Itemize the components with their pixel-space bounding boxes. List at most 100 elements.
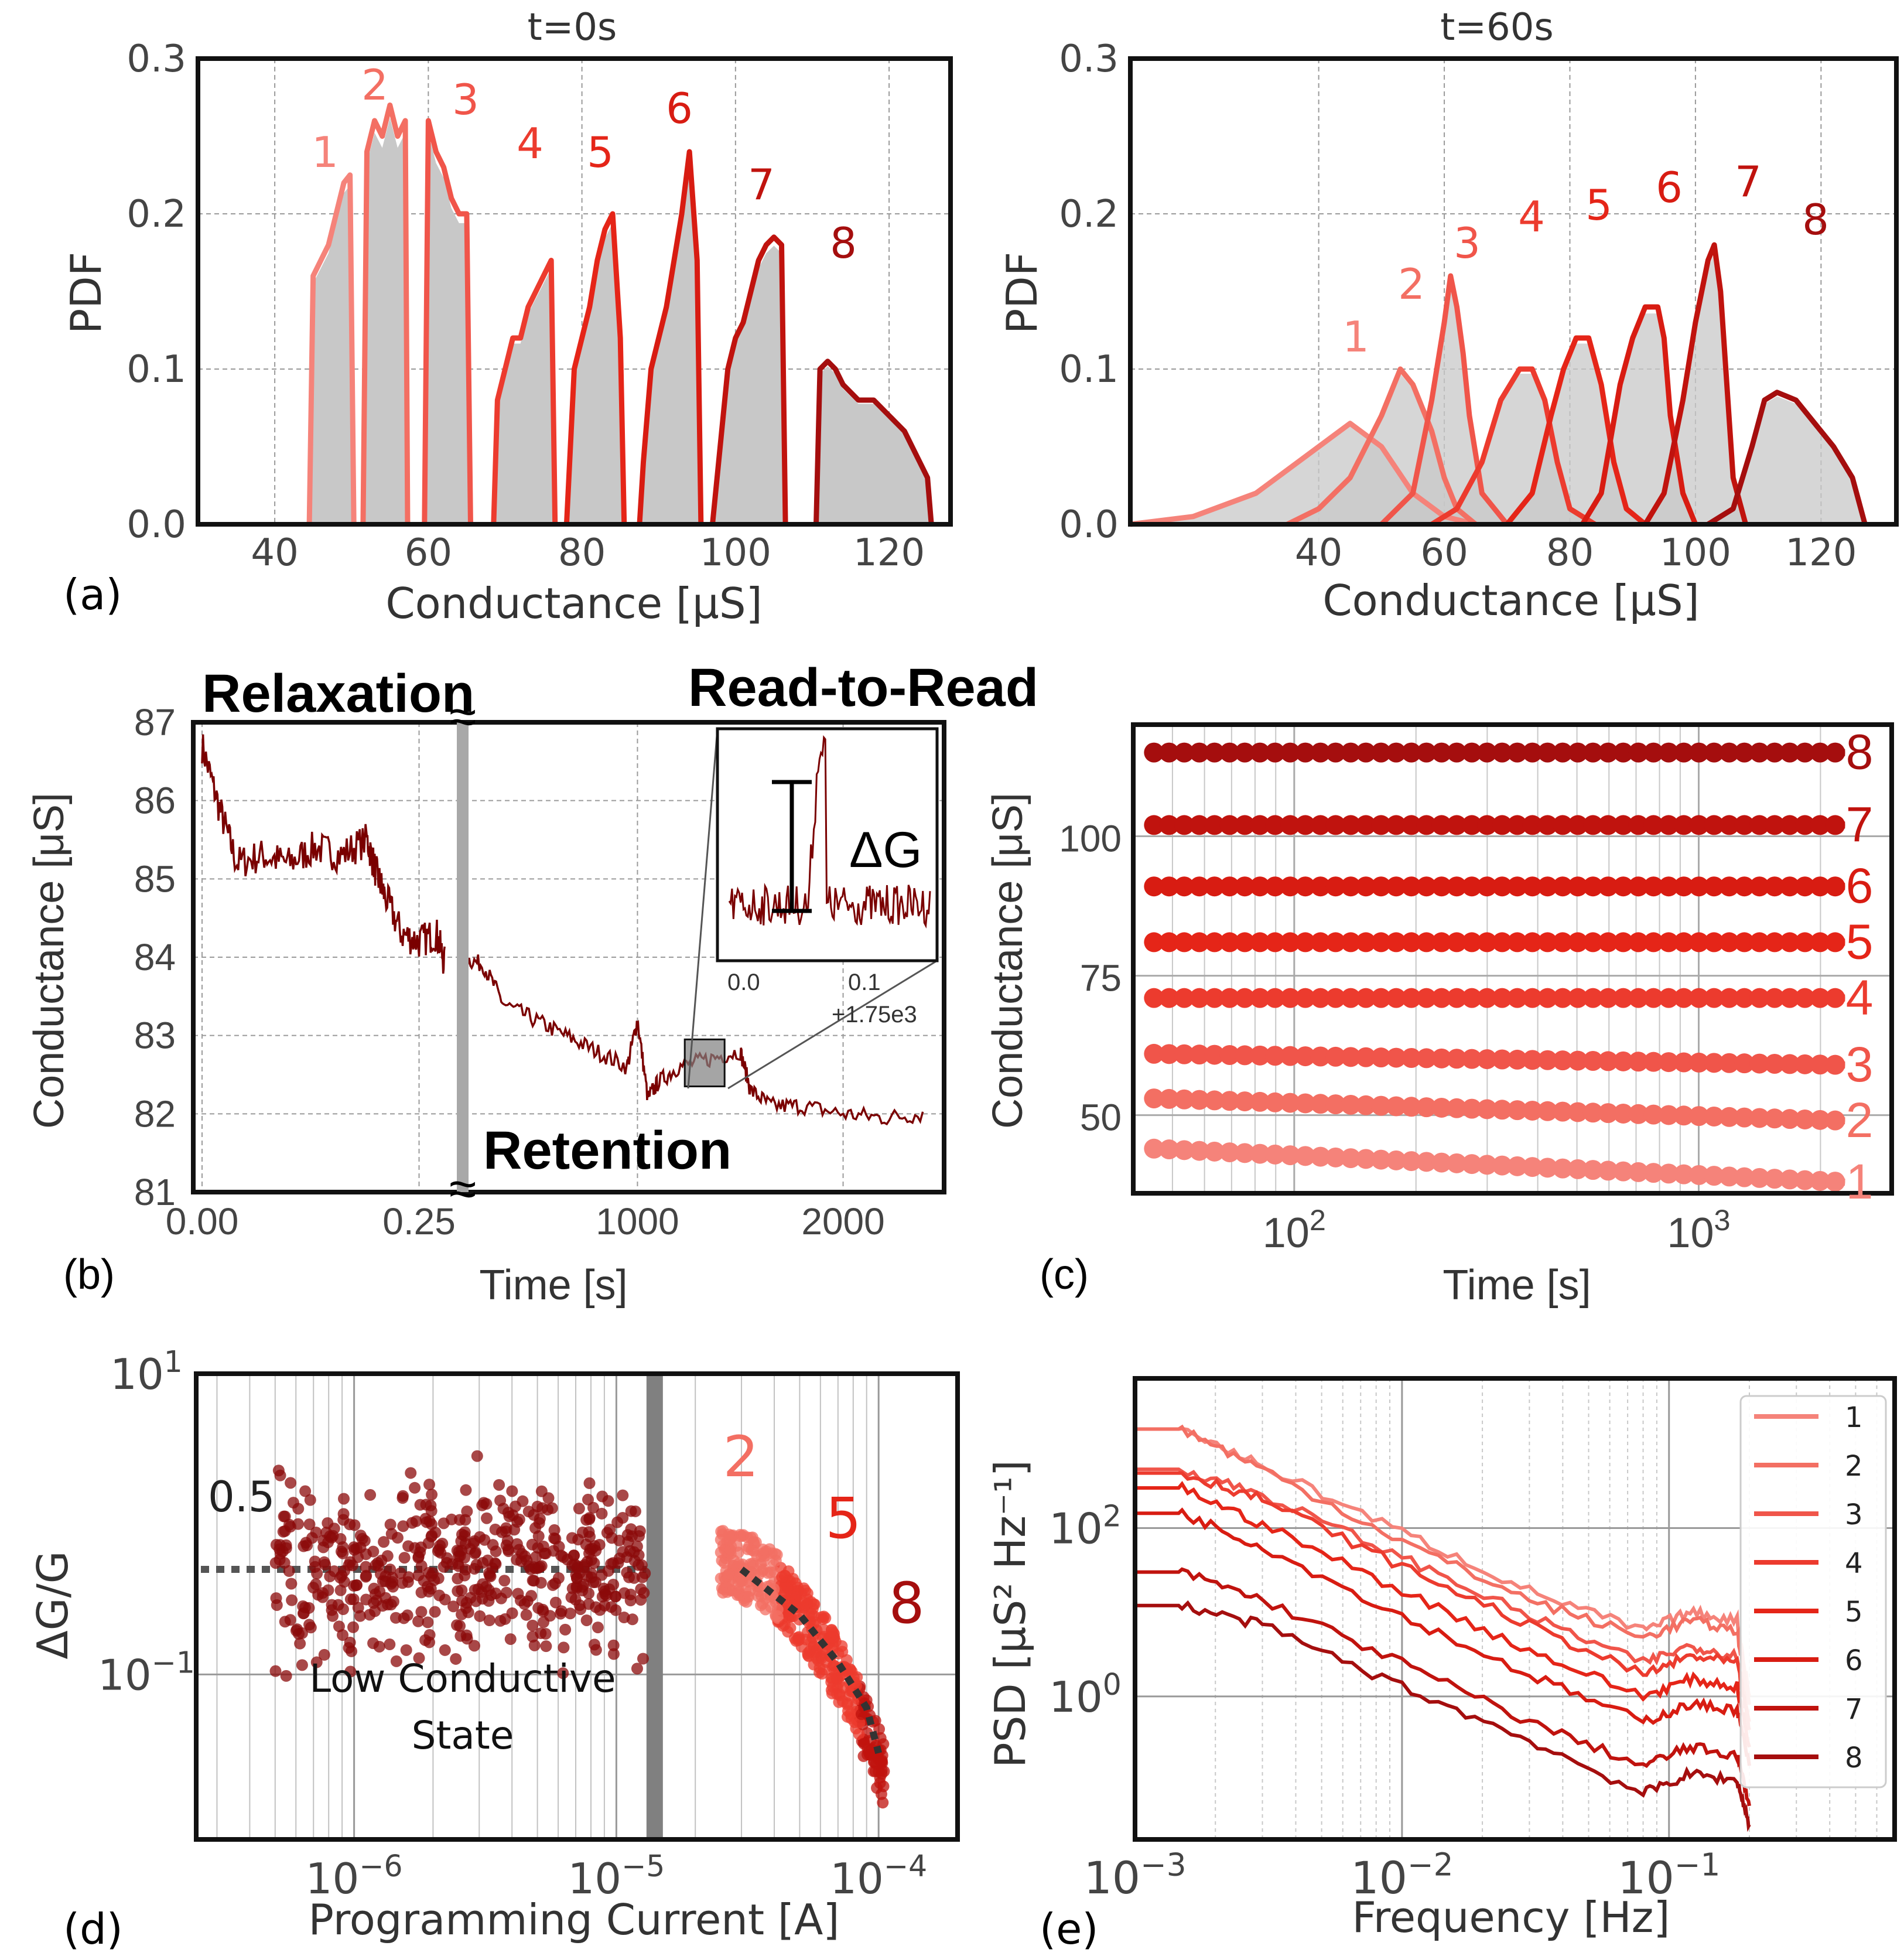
retention-point-7: [1765, 815, 1785, 835]
retention-point-3: [1189, 1044, 1209, 1065]
low-state-point: [462, 1606, 474, 1619]
retention-point-7: [1553, 815, 1573, 835]
low-state-point: [451, 1619, 463, 1631]
high-state-point: [722, 1569, 734, 1582]
low-state-point: [565, 1591, 577, 1603]
pdf-curve-8: [813, 359, 934, 525]
low-state-point: [402, 1576, 414, 1588]
retention-point-6: [1356, 876, 1376, 897]
retention-point-6: [1628, 876, 1649, 897]
retention-point-1: [1492, 1155, 1512, 1176]
retention-point-2: [1371, 1095, 1392, 1116]
retention-point-3: [1613, 1051, 1633, 1071]
panel-c-ticks: 102 103 50 75 100: [1059, 817, 1730, 1257]
retention-point-1: [1779, 1169, 1800, 1190]
panel-e-ylabel: PSD [μS² Hz⁻¹]: [986, 1460, 1035, 1768]
retention-point-4: [1613, 988, 1633, 1008]
low-state-point: [528, 1509, 540, 1521]
low-state-point: [350, 1579, 363, 1592]
retention-point-7: [1341, 815, 1361, 835]
low-state-point: [319, 1558, 331, 1571]
retention-point-6: [1462, 876, 1482, 897]
low-state-point: [414, 1498, 426, 1511]
high-state-point: [736, 1530, 748, 1542]
high-state-point: [875, 1756, 887, 1768]
high-state-point: [726, 1530, 739, 1542]
high-state-point: [827, 1626, 839, 1638]
retention-point-4: [1235, 988, 1255, 1008]
retention-point-1: [1734, 1167, 1755, 1187]
panel-a-right-frame: [1128, 56, 1899, 527]
low-state-point: [347, 1621, 360, 1633]
retention-point-4: [1431, 988, 1452, 1008]
retention-point-6: [1810, 876, 1830, 897]
panel-d-threshold-label: 0.5: [208, 1472, 275, 1521]
retention-point-8: [1734, 742, 1755, 763]
retention-point-4: [1779, 988, 1800, 1008]
retention-point-1: [1568, 1159, 1588, 1179]
retention-point-6: [1204, 876, 1225, 897]
retention-point-3: [1280, 1046, 1300, 1066]
retention-point-1: [1598, 1160, 1618, 1181]
low-state-point: [400, 1644, 412, 1656]
low-state-point: [568, 1549, 580, 1562]
high-state-point: [724, 1544, 737, 1556]
low-state-point: [559, 1623, 572, 1636]
retention-point-4: [1568, 988, 1588, 1008]
retention-point-1: [1250, 1143, 1270, 1164]
level-label-6: 6: [666, 84, 693, 133]
low-state-point: [493, 1479, 505, 1491]
level-label-6: 6: [1846, 858, 1874, 913]
pdf-curve-2: [360, 103, 411, 525]
retention-point-7: [1250, 815, 1270, 835]
retention-point-8: [1356, 742, 1376, 763]
legend-label-7: 7: [1845, 1693, 1863, 1726]
retention-point-8: [1492, 742, 1512, 763]
panel-a-left-title: t=0s: [528, 6, 617, 49]
low-state-point: [344, 1665, 357, 1678]
retention-point-4: [1719, 988, 1739, 1008]
retention-point-8: [1159, 742, 1180, 763]
x-tick-label: 0.25: [382, 1200, 456, 1242]
low-state-point: [586, 1571, 598, 1583]
retention-point-7: [1779, 815, 1800, 835]
retention-point-1: [1341, 1148, 1361, 1169]
retention-point-2: [1447, 1098, 1467, 1118]
low-state-point: [498, 1575, 511, 1587]
level-label-5: 5: [1585, 180, 1612, 230]
panel-d-xlabel: Programming Current [A]: [309, 1895, 840, 1944]
retention-point-8: [1189, 742, 1209, 763]
retention-point-6: [1582, 876, 1603, 897]
low-state-point: [292, 1518, 305, 1530]
low-state-point: [481, 1512, 493, 1524]
low-state-point: [296, 1627, 308, 1639]
level-label-1: 1: [1342, 312, 1369, 361]
retention-point-4: [1265, 988, 1286, 1008]
retention-point-6: [1704, 876, 1724, 897]
low-state-point: [459, 1569, 471, 1582]
low-state-point: [354, 1610, 366, 1622]
retention-point-2: [1522, 1100, 1543, 1121]
retention-point-4: [1144, 988, 1164, 1008]
retention-point-7: [1734, 815, 1755, 835]
retention-point-1: [1659, 1163, 1679, 1184]
low-state-point: [373, 1640, 385, 1653]
retention-point-5: [1250, 932, 1270, 953]
low-state-point: [596, 1507, 608, 1520]
retention-point-8: [1704, 742, 1724, 763]
retention-point-3: [1204, 1044, 1225, 1065]
retention-point-6: [1280, 876, 1300, 897]
retention-point-2: [1810, 1110, 1830, 1130]
panel-e-ticks: 10−3 10−2 10−1 102 100: [1049, 1499, 1720, 1904]
low-state-point: [423, 1629, 436, 1641]
low-state-point: [474, 1610, 486, 1622]
low-state-point: [384, 1564, 396, 1576]
retention-point-4: [1447, 988, 1467, 1008]
retention-point-2: [1356, 1095, 1376, 1115]
low-state-point: [285, 1477, 297, 1489]
pdf-curve-6: [637, 149, 704, 525]
high-state-point: [771, 1603, 784, 1616]
panel-a-left-ylabel: PDF: [61, 252, 111, 334]
retention-point-8: [1341, 742, 1361, 763]
retention-point-7: [1189, 815, 1209, 835]
